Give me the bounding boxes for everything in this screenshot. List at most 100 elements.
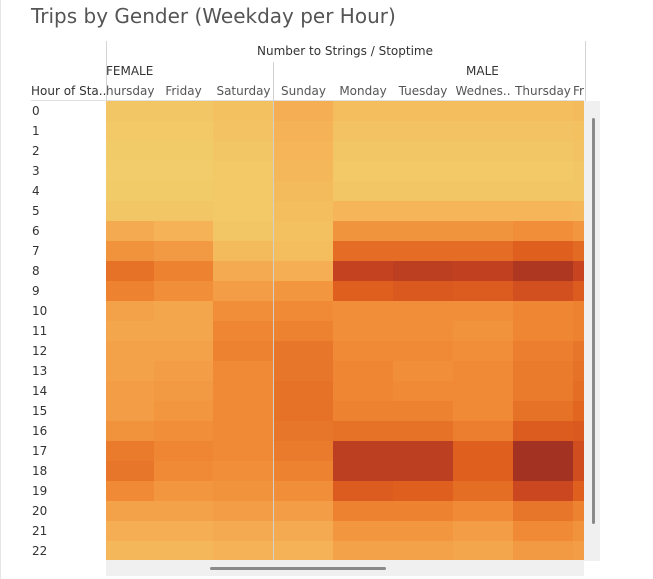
heatmap-cell-12-2[interactable] bbox=[154, 341, 213, 361]
heatmap-cell-14-9[interactable] bbox=[573, 381, 584, 401]
heatmap-cell-15-9[interactable] bbox=[573, 401, 584, 421]
heatmap-cell-5-3[interactable] bbox=[213, 201, 274, 221]
heatmap-cell-5-8[interactable] bbox=[513, 201, 573, 221]
heatmap-cell-18-9[interactable] bbox=[573, 461, 584, 481]
heatmap-cell-3-8[interactable] bbox=[513, 161, 573, 181]
heatmap-cell-16-2[interactable] bbox=[154, 421, 213, 441]
heatmap-cell-7-3[interactable] bbox=[213, 241, 274, 261]
heatmap-cell-8-8[interactable] bbox=[513, 261, 573, 281]
heatmap-cell-7-5[interactable] bbox=[333, 241, 393, 261]
heatmap-cell-4-9[interactable] bbox=[573, 181, 584, 201]
heatmap-cell-17-9[interactable] bbox=[573, 441, 584, 461]
column-label-1[interactable]: hursday bbox=[106, 84, 154, 98]
heatmap-cell-3-2[interactable] bbox=[154, 161, 213, 181]
heatmap-cell-20-9[interactable] bbox=[573, 501, 584, 521]
heatmap-cell-19-1[interactable] bbox=[106, 481, 154, 501]
heatmap-cell-3-7[interactable] bbox=[453, 161, 513, 181]
row-label-19[interactable]: 19 bbox=[32, 484, 48, 498]
row-label-7[interactable]: 7 bbox=[32, 244, 40, 258]
heatmap-cell-18-2[interactable] bbox=[154, 461, 213, 481]
heatmap-cell-2-7[interactable] bbox=[453, 141, 513, 161]
heatmap-cell-4-5[interactable] bbox=[333, 181, 393, 201]
row-label-8[interactable]: 8 bbox=[32, 264, 40, 278]
heatmap-cell-17-3[interactable] bbox=[213, 441, 274, 461]
heatmap-cell-16-1[interactable] bbox=[106, 421, 154, 441]
heatmap-cell-20-6[interactable] bbox=[393, 501, 453, 521]
heatmap-cell-12-3[interactable] bbox=[213, 341, 274, 361]
heatmap-cell-6-8[interactable] bbox=[513, 221, 573, 241]
heatmap-cell-3-9[interactable] bbox=[573, 161, 584, 181]
heatmap-cell-5-1[interactable] bbox=[106, 201, 154, 221]
heatmap-cell-18-8[interactable] bbox=[513, 461, 573, 481]
heatmap-cell-16-9[interactable] bbox=[573, 421, 584, 441]
row-label-4[interactable]: 4 bbox=[32, 184, 40, 198]
heatmap-cell-2-4[interactable] bbox=[274, 141, 333, 161]
heatmap-cell-15-6[interactable] bbox=[393, 401, 453, 421]
heatmap-cell-0-6[interactable] bbox=[393, 101, 453, 121]
heatmap-cell-19-5[interactable] bbox=[333, 481, 393, 501]
heatmap-cell-21-6[interactable] bbox=[393, 521, 453, 541]
heatmap-cell-19-3[interactable] bbox=[213, 481, 274, 501]
heatmap-cell-9-7[interactable] bbox=[453, 281, 513, 301]
heatmap-cell-7-6[interactable] bbox=[393, 241, 453, 261]
heatmap-cell-20-2[interactable] bbox=[154, 501, 213, 521]
heatmap-cell-1-7[interactable] bbox=[453, 121, 513, 141]
heatmap-cell-11-6[interactable] bbox=[393, 321, 453, 341]
heatmap-cell-10-4[interactable] bbox=[274, 301, 333, 321]
heatmap-cell-3-5[interactable] bbox=[333, 161, 393, 181]
heatmap-cell-22-1[interactable] bbox=[106, 541, 154, 561]
heatmap-cell-7-1[interactable] bbox=[106, 241, 154, 261]
heatmap-cell-9-9[interactable] bbox=[573, 281, 584, 301]
heatmap-cell-22-3[interactable] bbox=[213, 541, 274, 561]
heatmap-cell-11-9[interactable] bbox=[573, 321, 584, 341]
heatmap-cell-15-2[interactable] bbox=[154, 401, 213, 421]
heatmap-cell-1-6[interactable] bbox=[393, 121, 453, 141]
heatmap-cell-14-3[interactable] bbox=[213, 381, 274, 401]
heatmap-cell-6-2[interactable] bbox=[154, 221, 213, 241]
heatmap-cell-15-8[interactable] bbox=[513, 401, 573, 421]
heatmap-cell-16-4[interactable] bbox=[274, 421, 333, 441]
heatmap-cell-12-5[interactable] bbox=[333, 341, 393, 361]
heatmap-cell-6-4[interactable] bbox=[274, 221, 333, 241]
heatmap-cell-14-7[interactable] bbox=[453, 381, 513, 401]
heatmap-cell-17-1[interactable] bbox=[106, 441, 154, 461]
heatmap-cell-18-5[interactable] bbox=[333, 461, 393, 481]
heatmap-cell-5-4[interactable] bbox=[274, 201, 333, 221]
heatmap-cell-21-7[interactable] bbox=[453, 521, 513, 541]
heatmap-cell-19-2[interactable] bbox=[154, 481, 213, 501]
column-label-4[interactable]: Sunday bbox=[281, 84, 326, 98]
heatmap-cell-13-1[interactable] bbox=[106, 361, 154, 381]
heatmap-cell-8-9[interactable] bbox=[573, 261, 584, 281]
heatmap-cell-8-6[interactable] bbox=[393, 261, 453, 281]
heatmap-cell-20-7[interactable] bbox=[453, 501, 513, 521]
heatmap-cell-9-4[interactable] bbox=[274, 281, 333, 301]
heatmap-cell-12-1[interactable] bbox=[106, 341, 154, 361]
heatmap-cell-1-5[interactable] bbox=[333, 121, 393, 141]
row-label-11[interactable]: 11 bbox=[32, 324, 48, 338]
heatmap-cell-6-7[interactable] bbox=[453, 221, 513, 241]
heatmap-cell-13-3[interactable] bbox=[213, 361, 274, 381]
heatmap-cell-14-2[interactable] bbox=[154, 381, 213, 401]
heatmap-cell-3-3[interactable] bbox=[213, 161, 274, 181]
heatmap-cell-11-3[interactable] bbox=[213, 321, 274, 341]
heatmap-cell-19-8[interactable] bbox=[513, 481, 573, 501]
heatmap-cell-12-9[interactable] bbox=[573, 341, 584, 361]
heatmap-cell-17-8[interactable] bbox=[513, 441, 573, 461]
heatmap-cell-18-1[interactable] bbox=[106, 461, 154, 481]
heatmap-cell-15-4[interactable] bbox=[274, 401, 333, 421]
row-label-5[interactable]: 5 bbox=[32, 204, 40, 218]
heatmap-cell-6-3[interactable] bbox=[213, 221, 274, 241]
heatmap-cell-8-7[interactable] bbox=[453, 261, 513, 281]
heatmap-cell-17-4[interactable] bbox=[274, 441, 333, 461]
heatmap-cell-8-3[interactable] bbox=[213, 261, 274, 281]
heatmap-cell-19-6[interactable] bbox=[393, 481, 453, 501]
heatmap-cell-10-5[interactable] bbox=[333, 301, 393, 321]
row-label-9[interactable]: 9 bbox=[32, 284, 40, 298]
heatmap-cell-16-7[interactable] bbox=[453, 421, 513, 441]
heatmap-cell-13-8[interactable] bbox=[513, 361, 573, 381]
heatmap-cell-9-5[interactable] bbox=[333, 281, 393, 301]
column-label-6[interactable]: Tuesday bbox=[398, 84, 448, 98]
heatmap-cell-12-4[interactable] bbox=[274, 341, 333, 361]
column-label-9[interactable]: Fr bbox=[573, 84, 584, 98]
row-label-15[interactable]: 15 bbox=[32, 404, 48, 418]
